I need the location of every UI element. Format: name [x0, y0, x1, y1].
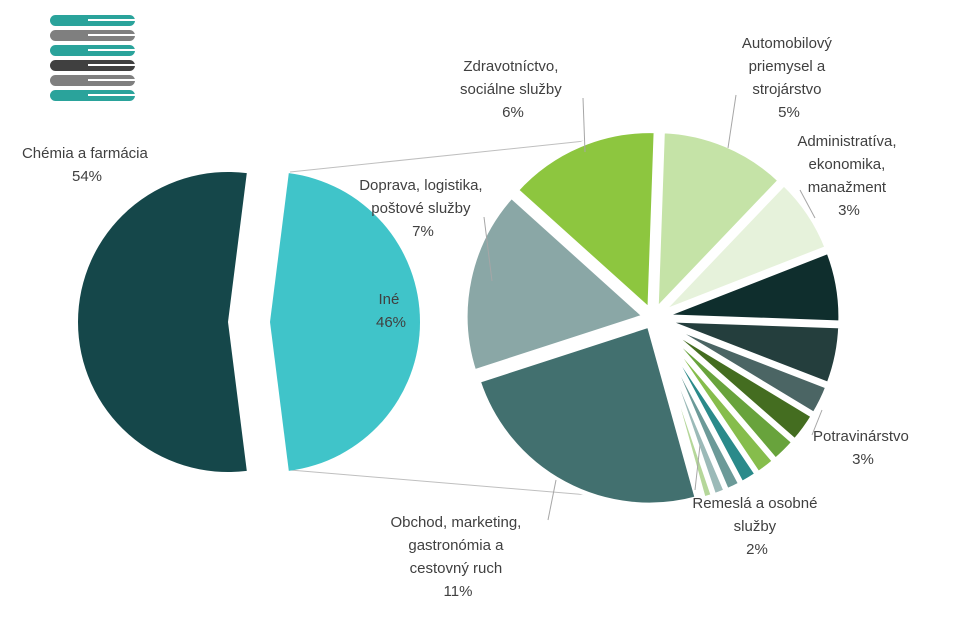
- pie-slice-s3: [658, 248, 844, 326]
- leader-lines: [483, 94, 823, 521]
- label-chemia-a-farmacia: Chémia a farmácia 54%: [22, 145, 152, 185]
- label-potravinarstvo: Potravinárstvo 3%: [813, 428, 913, 468]
- leader-line-obchod: [547, 479, 557, 521]
- data-labels: Chémia a farmácia 54% Iné 46% Zdravotníc…: [22, 35, 913, 600]
- connector-line-top: [289, 140, 586, 173]
- leader-line-doprava: [483, 216, 493, 282]
- label-automobilovy-priemysel: Automobilový priemysel a strojárstvo 5%: [742, 35, 836, 121]
- pie-slice-automobilovy: [653, 128, 783, 314]
- pie-slice-ine: [270, 173, 420, 471]
- leader-line-potravinarstvo: [811, 409, 823, 436]
- pie-slice-administrativa: [657, 180, 830, 317]
- label-doprava-logistika: Doprava, logistika, poštové služby 7%: [359, 177, 487, 240]
- label-ine: Iné 46%: [376, 291, 406, 331]
- secondary-pie: [462, 128, 844, 508]
- pie-slice-obchod: [475, 322, 700, 508]
- label-remesla: Remeslá a osobné služby 2%: [692, 495, 821, 558]
- stacked-books-logo: [50, 15, 140, 101]
- leader-line-remesla: [694, 444, 701, 491]
- label-administrativa: Administratíva, ekonomika, manažment 3%: [797, 133, 900, 219]
- label-obchod-marketing: Obchod, marketing, gastronómia a cestovn…: [390, 514, 525, 600]
- label-zdravotnictvo: Zdravotníctvo, sociálne služby 6%: [460, 58, 566, 121]
- main-pie: [78, 172, 420, 472]
- pie-slice-chemia-a-farmacia: [78, 172, 247, 472]
- leader-line-automobilovy: [727, 94, 737, 149]
- pie-slice-zdravotnictvo: [513, 128, 659, 314]
- pie-slice-doprava: [462, 193, 648, 375]
- leader-line-zdravotnictvo: [582, 97, 586, 153]
- leader-line-administrativa: [799, 189, 816, 219]
